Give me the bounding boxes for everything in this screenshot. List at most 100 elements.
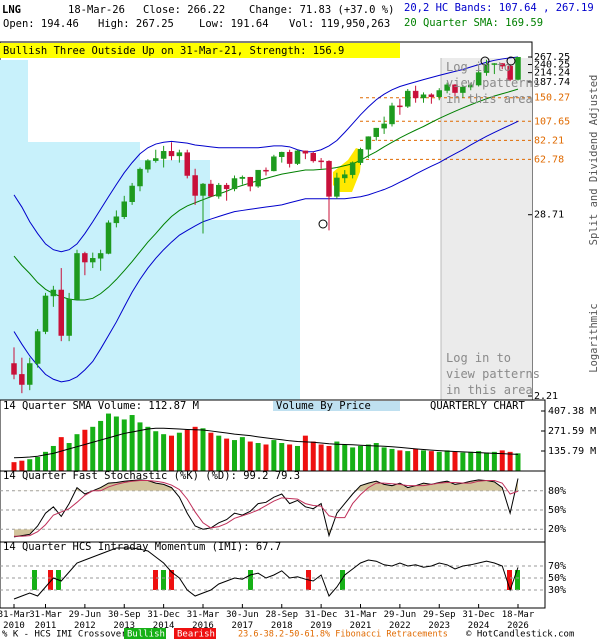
volume-bar — [169, 435, 174, 471]
login-area — [441, 58, 532, 400]
volume-bar — [318, 444, 324, 471]
volume-bar — [310, 441, 316, 471]
bearish-box — [174, 628, 216, 639]
volume-bar — [405, 451, 411, 471]
bearish-marker — [507, 570, 512, 590]
bullish-marker — [248, 570, 253, 590]
volume-bar — [452, 451, 458, 471]
fib-label: 82.21 — [534, 135, 564, 146]
x-tick-label: 30-Sep 2013 — [107, 610, 141, 631]
main-layer — [11, 56, 532, 397]
side-label: Logarithmic — [588, 303, 600, 373]
candle-body — [452, 84, 458, 93]
volume-bar — [255, 443, 261, 471]
candle-body — [397, 105, 403, 108]
close: Close: 266.22 — [143, 4, 225, 16]
y-tick-label: 407.38 M — [548, 406, 596, 417]
pattern-marker — [506, 56, 516, 66]
volume-bar — [153, 431, 159, 471]
volume-bar — [232, 440, 237, 471]
indicator-line — [13, 547, 519, 600]
open: Open: 194.46 — [3, 18, 79, 30]
crossover-markers — [32, 570, 520, 590]
candle-body — [310, 152, 316, 162]
bearish-marker — [169, 570, 174, 590]
candle-body — [286, 151, 293, 164]
bullish-marker — [515, 570, 520, 590]
candle-body — [184, 152, 190, 176]
x-tick-label: 29-Sep 2023 — [422, 610, 456, 631]
y-tick-label: 187.74 — [534, 77, 570, 88]
volume: Vol: 119,950,263 — [289, 18, 390, 30]
candle-body — [11, 363, 17, 375]
candle-body — [326, 160, 332, 197]
pattern-highlight — [333, 148, 362, 192]
candle-body — [357, 149, 364, 163]
x-tick-label: 31-Mar 2010 — [0, 610, 31, 631]
volume-bar — [326, 445, 332, 471]
volume-bar — [216, 435, 222, 471]
candle-body — [66, 298, 72, 336]
panel-annotation: QUARTERLY CHART — [430, 400, 526, 412]
stochastic-layer — [0, 478, 545, 538]
candle-body — [34, 331, 41, 364]
volume-bar — [19, 460, 25, 471]
candle-body — [27, 363, 33, 385]
y-tick-label: 2.21 — [534, 391, 558, 402]
volume-bar — [491, 451, 497, 471]
candle-body — [436, 90, 442, 97]
volume-bar — [200, 428, 206, 471]
volume-bar — [421, 450, 426, 471]
candle-body — [365, 136, 372, 150]
candle-body — [74, 253, 80, 300]
x-tick-label: 28-Sep 2018 — [265, 610, 298, 631]
volume-bar — [373, 443, 379, 471]
candle-body — [444, 84, 450, 91]
volume-sma-line — [13, 427, 519, 459]
imi-panel — [0, 541, 546, 609]
date: 18-Mar-26 — [68, 4, 125, 16]
candle-body — [137, 168, 143, 187]
bands-legend: 20,2 HC Bands: 107.64 , 267.19 — [404, 2, 594, 14]
copyright: © HotCandlestick.com — [466, 630, 574, 640]
volume-bar — [176, 432, 182, 471]
panel-annotation: Volume By Price — [276, 400, 371, 412]
volume-bar — [484, 452, 489, 471]
candle-body — [499, 63, 505, 67]
change: Change: 71.83 (+37.0 %) — [249, 4, 394, 16]
y-tick-label: 271.59 M — [548, 426, 596, 437]
y-tick-label: 240.25 — [534, 60, 570, 71]
candle-body — [129, 185, 135, 202]
fib-label: 150.27 — [534, 93, 570, 104]
volume-bar — [137, 422, 143, 471]
candle-body — [334, 177, 340, 197]
sma-legend: 20 Quarter SMA: 169.59 — [404, 17, 543, 29]
candle-body — [82, 253, 88, 263]
candle-body — [373, 127, 379, 137]
x-tick-label: 31-Dec 2024 — [462, 610, 495, 631]
x-tick-label: 30-Jun 2017 — [226, 610, 259, 631]
candle-body — [349, 162, 356, 175]
bullish-label: Bullish — [127, 630, 165, 640]
candle-body — [302, 150, 309, 154]
x-tick-label: 29-Jun 2012 — [68, 610, 102, 631]
x-tick-label: 31-Mar 2011 — [29, 610, 62, 631]
login-note: Log in to view patterns in this area — [446, 351, 540, 397]
panel-title: 14 Quarter HCS Intraday Momentum (IMI): … — [3, 541, 281, 553]
side-label: Split and Dividend Adjusted — [588, 75, 600, 246]
volume-bar — [66, 443, 72, 471]
indicator-line — [14, 480, 519, 537]
volume-bar — [106, 413, 111, 471]
volume-bar — [428, 451, 434, 471]
candle-body — [90, 258, 96, 263]
volume-bar — [476, 451, 482, 471]
volume-bar — [342, 444, 348, 471]
candle-body — [50, 289, 57, 297]
volume-bar — [27, 459, 33, 471]
bullish-marker — [161, 570, 166, 590]
pattern-marker — [480, 56, 490, 66]
candle-body — [42, 295, 49, 332]
volume-bar — [192, 426, 198, 471]
volume-bar — [436, 451, 442, 471]
